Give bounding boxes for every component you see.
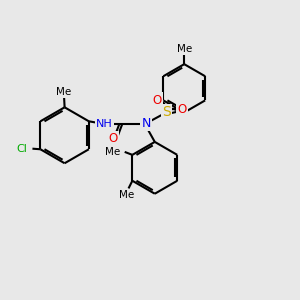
- Text: Me: Me: [56, 87, 72, 97]
- Text: Me: Me: [177, 44, 192, 54]
- Text: O: O: [152, 94, 162, 106]
- Text: Cl: Cl: [16, 144, 27, 154]
- Text: O: O: [108, 133, 118, 146]
- Text: S: S: [162, 106, 171, 119]
- Text: O: O: [177, 103, 187, 116]
- Text: Me: Me: [105, 147, 121, 157]
- Text: N: N: [141, 117, 151, 130]
- Text: Me: Me: [119, 190, 135, 200]
- Text: NH: NH: [96, 118, 112, 129]
